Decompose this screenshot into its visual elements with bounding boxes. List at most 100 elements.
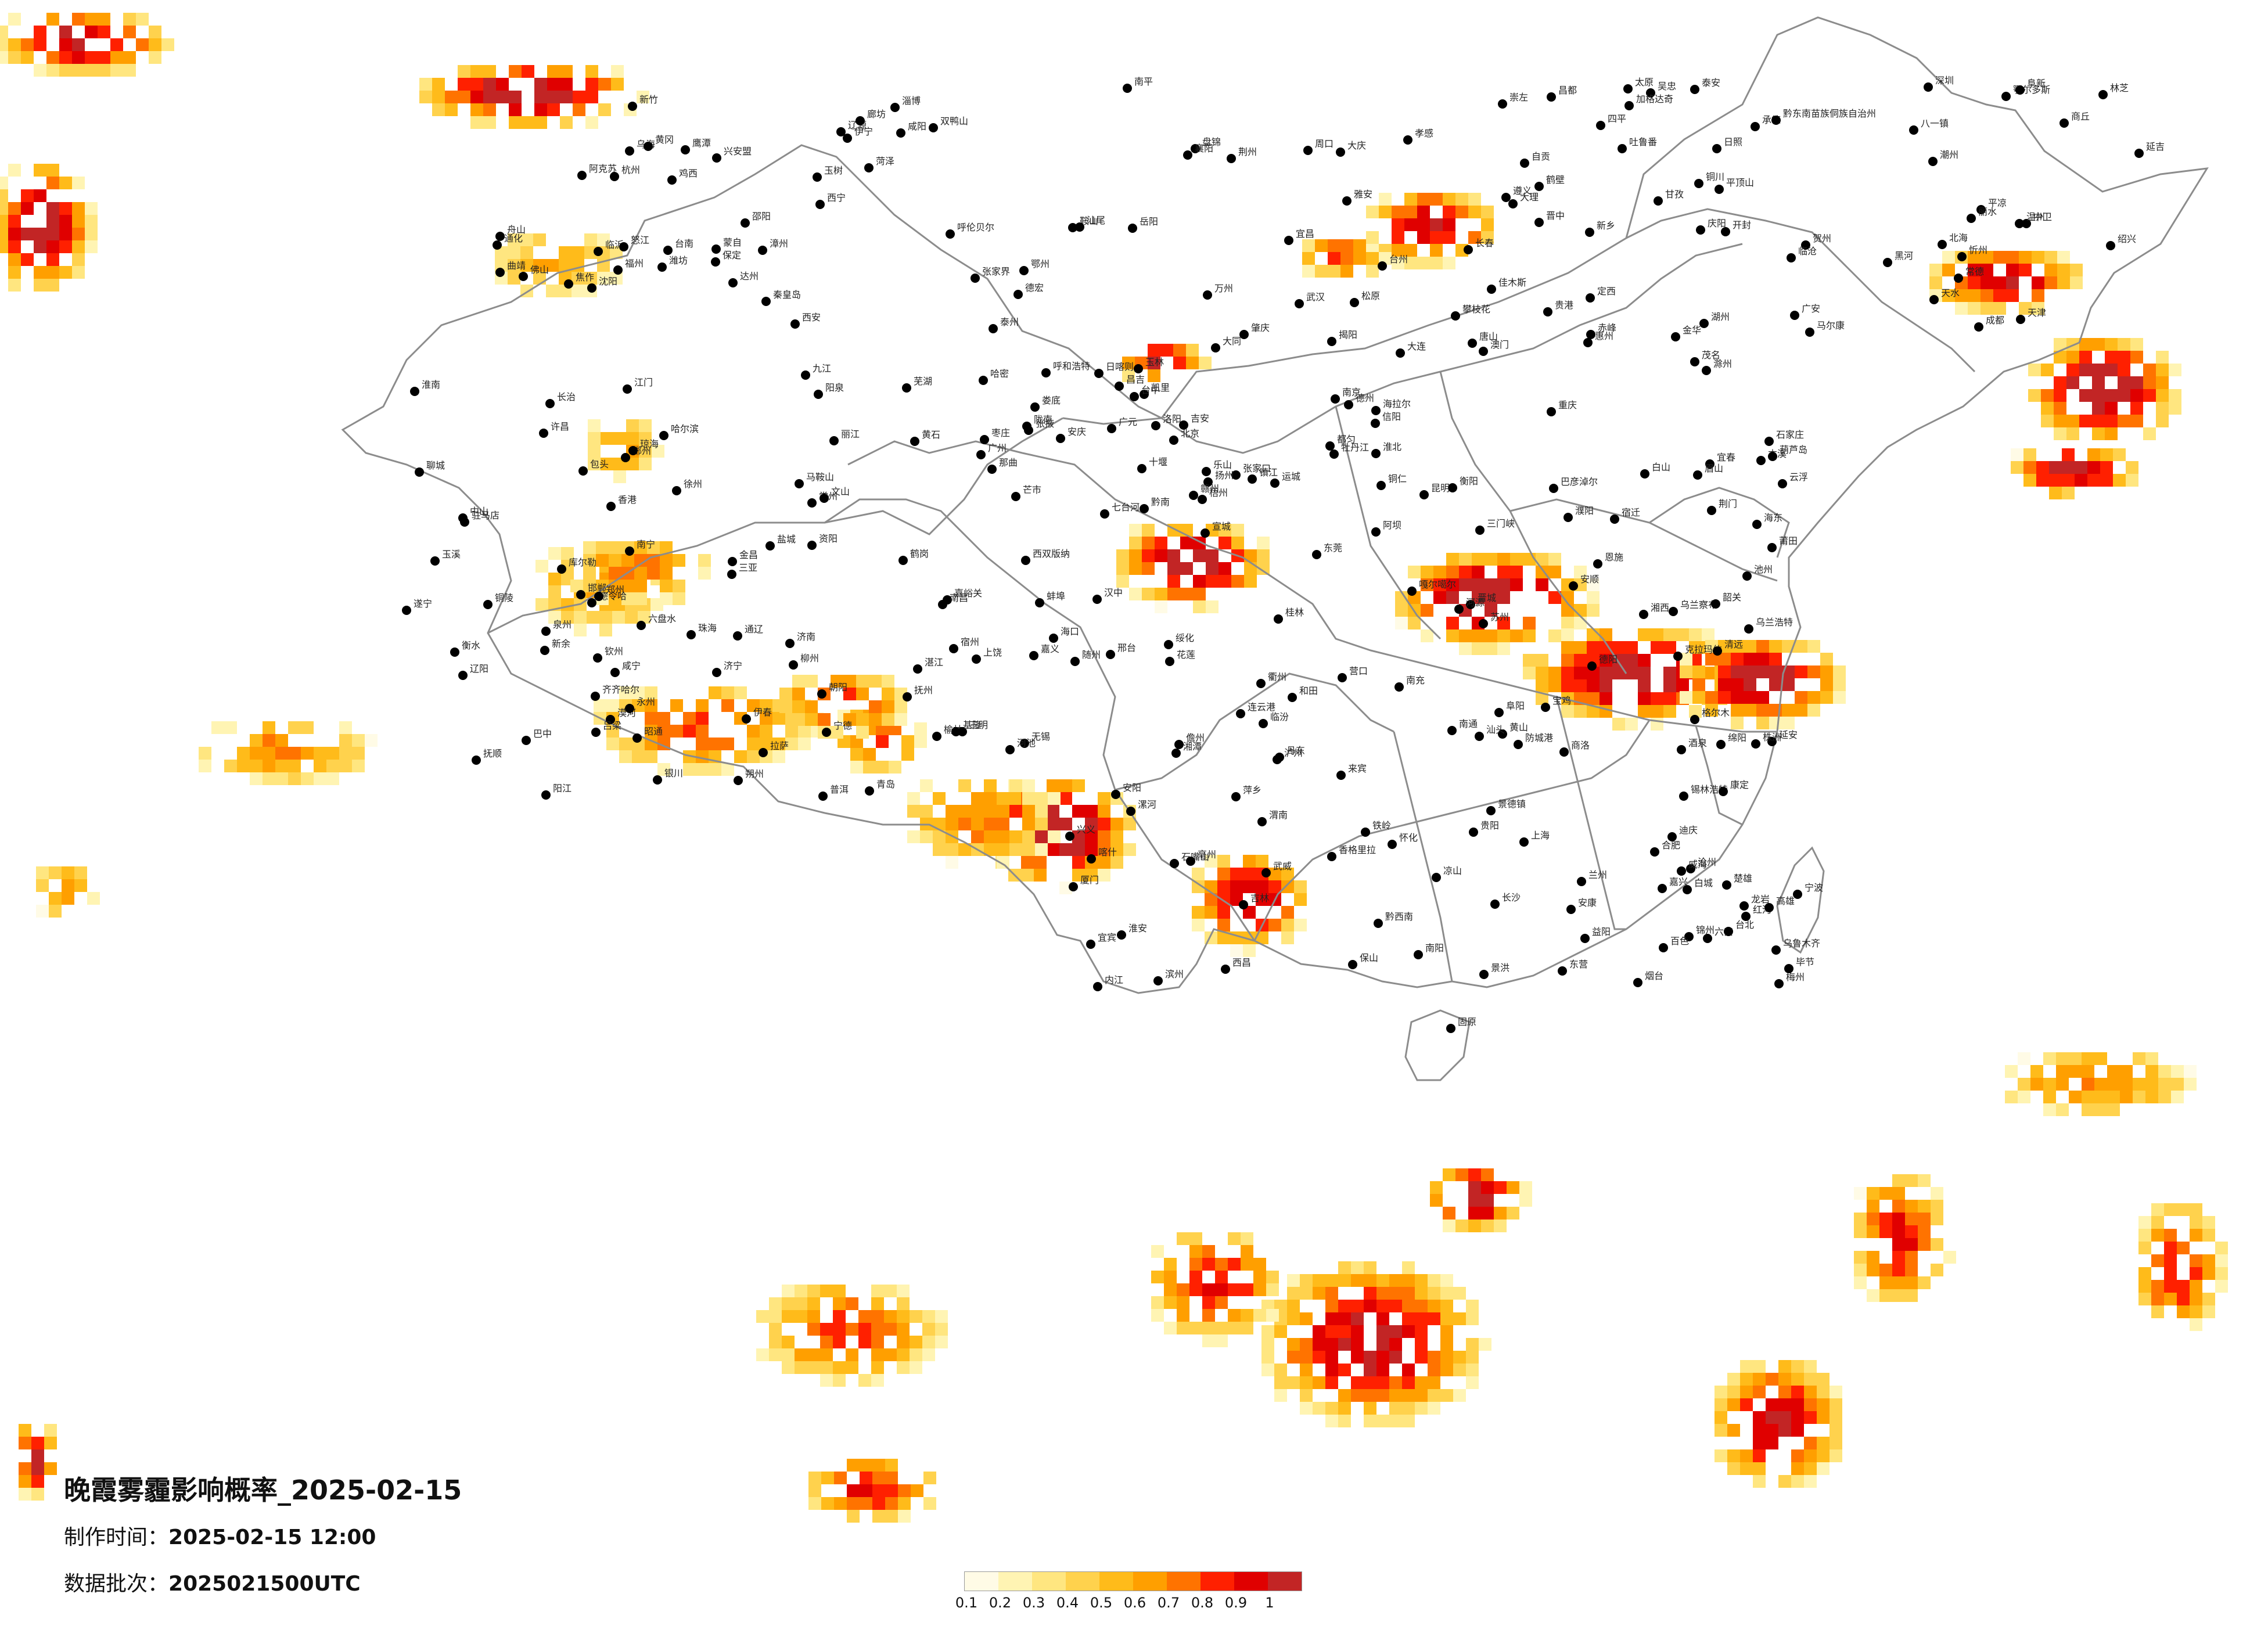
city-dot <box>1713 646 1722 656</box>
city-dot <box>1469 828 1478 837</box>
probability-cell <box>1468 1194 1481 1207</box>
probability-cell <box>1892 1213 1905 1225</box>
city-dot <box>1787 253 1796 262</box>
city-label: 滨州 <box>1165 969 1184 980</box>
probability-cell <box>85 202 98 215</box>
city-dot <box>1563 513 1573 522</box>
probability-cell <box>1638 628 1651 641</box>
probability-cell <box>1481 1194 1494 1207</box>
probability-cell <box>2041 364 2054 376</box>
city-dot <box>1587 661 1597 671</box>
probability-cell <box>2202 1254 2215 1267</box>
city-label: 东营 <box>1569 959 1588 970</box>
city-label: 白山 <box>1652 462 1670 473</box>
city-dot <box>1371 406 1381 415</box>
probability-cell <box>2062 487 2075 499</box>
city-dot <box>1976 205 1986 214</box>
probability-cell <box>2151 1293 2164 1305</box>
city-label: 防城港 <box>1525 732 1553 743</box>
probability-cell <box>98 26 110 38</box>
probability-cell <box>1376 1364 1389 1376</box>
probability-cell <box>314 772 326 785</box>
probability-cell <box>660 592 673 605</box>
city-label: 枣庄 <box>991 427 1010 438</box>
probability-cell <box>8 51 21 64</box>
probability-cell <box>1202 1334 1215 1347</box>
city-label: 濮阳 <box>1575 505 1594 516</box>
probability-cell <box>1302 252 1315 265</box>
probability-cell <box>1142 549 1155 562</box>
probability-cell <box>1202 1296 1215 1309</box>
probability-cell <box>1993 302 2006 315</box>
legend-ticks: 0.1 0.2 0.3 0.4 0.5 0.6 0.7 0.8 0.9 1 <box>955 1591 1301 1612</box>
probability-cell <box>795 1310 807 1323</box>
probability-cell <box>1155 549 1167 562</box>
probability-cell <box>1600 641 1612 654</box>
probability-cell <box>1129 562 1142 575</box>
probability-cell <box>1879 1289 1892 1302</box>
probability-cell <box>1376 1312 1389 1325</box>
probability-cell <box>1753 1437 1766 1449</box>
probability-cell <box>44 1462 57 1475</box>
probability-cell <box>1228 1309 1241 1322</box>
probability-cell <box>1230 880 1243 893</box>
probability-cell <box>1268 919 1281 931</box>
probability-cell <box>756 1348 769 1361</box>
probability-cell <box>1817 1449 1830 1462</box>
probability-cell <box>2145 1052 2158 1065</box>
probability-cell <box>833 1336 846 1348</box>
probability-cell <box>984 830 997 843</box>
probability-cell <box>2049 461 2062 474</box>
probability-cell <box>74 879 87 892</box>
probability-cell <box>808 1497 821 1510</box>
probability-cell <box>1929 264 1942 276</box>
probability-cell <box>1415 1402 1428 1415</box>
probability-cell <box>1468 1168 1481 1181</box>
probability-cell <box>933 792 946 805</box>
probability-cell <box>634 580 647 592</box>
probability-cell <box>547 78 560 91</box>
probability-cell <box>1189 1283 1202 1296</box>
probability-cell <box>1854 1276 1867 1289</box>
city-dot <box>929 123 938 132</box>
probability-cell <box>1795 640 1807 653</box>
city-dot <box>1774 979 1784 988</box>
probability-cell <box>1177 1309 1189 1322</box>
city-label: 临沧 <box>1798 246 1817 257</box>
probability-cell <box>1244 575 1257 588</box>
city-dot <box>577 171 587 180</box>
probability-cell <box>1830 1449 1842 1462</box>
probability-cell <box>1718 691 1731 704</box>
probability-cell <box>572 272 584 285</box>
probability-cell <box>2113 474 2126 487</box>
probability-cell <box>946 805 958 818</box>
probability-cell <box>2100 448 2113 461</box>
probability-cell <box>792 688 805 700</box>
probability-cell <box>756 1310 769 1323</box>
probability-cell <box>1313 1402 1325 1415</box>
city-label: 临汾 <box>1270 711 1289 722</box>
city-dot <box>458 671 468 680</box>
probability-cell <box>1202 1258 1215 1271</box>
city-dot <box>1013 290 1023 299</box>
probability-cell <box>339 747 352 760</box>
city-label: 迪庆 <box>1679 825 1698 836</box>
city-dot <box>1134 364 1143 373</box>
probability-cell <box>795 1297 807 1310</box>
probability-cell <box>250 747 263 760</box>
probability-cell <box>2079 338 2092 351</box>
probability-cell <box>1497 591 1510 604</box>
probability-cell <box>573 103 585 116</box>
probability-cell <box>1791 1360 1804 1373</box>
probability-cell <box>884 1348 897 1361</box>
city-dot <box>1639 610 1648 619</box>
probability-cell <box>1022 818 1035 830</box>
city-label: 锦州 <box>1696 924 1715 936</box>
probability-cell <box>1833 691 1846 704</box>
city-label: 定西 <box>1597 286 1616 297</box>
city-label: 怒江 <box>631 235 649 246</box>
probability-cell <box>1167 549 1180 562</box>
city-dot <box>632 733 642 743</box>
city-label: 泸州 <box>1284 747 1303 758</box>
probability-cell <box>2164 1267 2177 1280</box>
